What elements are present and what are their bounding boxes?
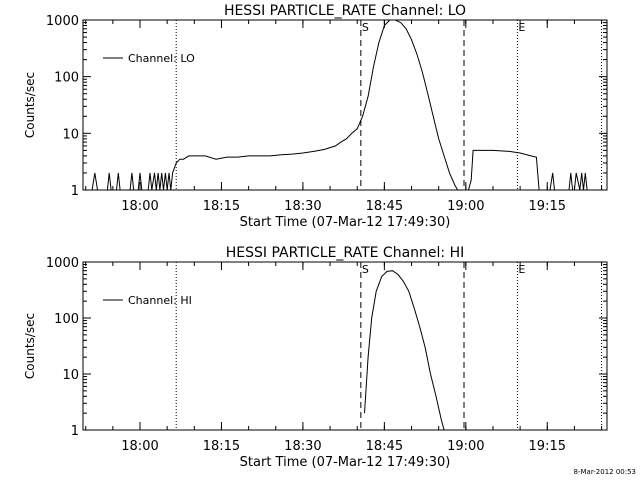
- x-tick-label: 18:15: [203, 439, 240, 454]
- x-tick-label: 18:00: [121, 439, 158, 454]
- x-tick-label: 18:30: [284, 439, 321, 454]
- plot-frame: [82, 19, 608, 191]
- y-tick-label: 10: [62, 368, 79, 383]
- y-tick-label: 100: [54, 312, 79, 327]
- y-tick-label: 1: [71, 424, 79, 439]
- x-tick-label: 19:00: [447, 439, 484, 454]
- time-marker-label: E: [518, 21, 525, 34]
- chart-panel-hi: HESSI PARTICLE_RATE Channel: HI Counts/se…: [23, 245, 608, 470]
- y-tick-label: 1000: [46, 256, 79, 271]
- y-tick-label: 1000: [46, 14, 79, 29]
- x-axis-label: Start Time (07-Mar-12 17:49:30): [240, 455, 451, 470]
- y-tick-label: 1: [71, 184, 79, 199]
- time-marker-label: S: [362, 21, 369, 34]
- series-line: [91, 19, 591, 191]
- series-line: [364, 270, 445, 431]
- y-axis-label: Counts/sec: [23, 313, 37, 379]
- legend-label: Channel: HI: [128, 294, 192, 307]
- x-tick-label: 18:15: [203, 199, 240, 214]
- time-marker-label: E: [518, 263, 525, 276]
- y-tick-label: 100: [54, 71, 79, 86]
- legend-label: Channel: LO: [128, 52, 195, 65]
- y-tick-label: 10: [62, 127, 79, 142]
- x-tick-label: 18:30: [284, 199, 321, 214]
- x-tick-label: 18:00: [121, 199, 158, 214]
- x-axis-label: Start Time (07-Mar-12 17:49:30): [240, 215, 451, 230]
- chart-panel-lo: HESSI PARTICLE_RATE Channel: LO Counts/se…: [23, 3, 608, 230]
- time-marker-label: S: [362, 263, 369, 276]
- x-tick-label: 19:15: [529, 439, 566, 454]
- plot-frame: [82, 261, 608, 431]
- x-tick-label: 18:45: [366, 439, 403, 454]
- footer-timestamp: 8-Mar-2012 00:53: [573, 468, 636, 476]
- y-axis-label: Counts/sec: [23, 72, 37, 138]
- x-tick-label: 18:45: [366, 199, 403, 214]
- x-tick-label: 19:15: [529, 199, 566, 214]
- chart-title: HESSI PARTICLE_RATE Channel: HI: [226, 245, 464, 261]
- x-tick-label: 19:00: [447, 199, 484, 214]
- chart-title: HESSI PARTICLE_RATE Channel: LO: [224, 3, 466, 19]
